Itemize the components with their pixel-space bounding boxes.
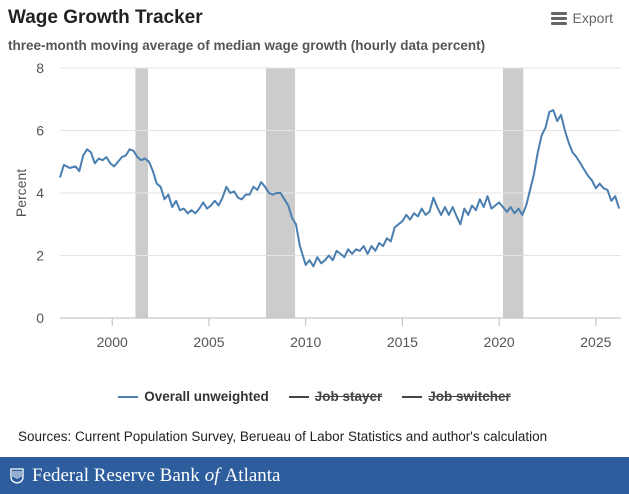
axes: 0 2 4 6 8 2000 2005 2010 2015 2020 2025 Percent [13,60,621,350]
footer-bank-suffix: Atlanta [224,464,281,486]
footer-bank-prefix: Federal Reserve Bank [32,464,200,486]
export-label: Export [572,10,613,26]
legend-label: Overall unweighted [144,389,269,404]
x-tick-label: 2025 [580,334,611,350]
series-lines [59,109,621,268]
x-tick-label: 2020 [484,334,515,350]
y-tick-label: 0 [36,310,44,326]
chart-title: Wage Growth Tracker [8,7,203,28]
eagle-logo-icon [10,467,24,484]
footer-of: of [204,464,220,486]
y-tick-label: 2 [36,248,44,264]
legend-item-job-switcher[interactable]: Job switcher [402,389,511,404]
y-tick-label: 4 [36,185,44,201]
x-tick-label: 2005 [193,334,224,350]
x-tick-label: 2015 [387,334,418,350]
legend-item-overall-unweighted[interactable]: Overall unweighted [118,389,269,404]
y-tick-label: 8 [36,60,44,76]
legend-swatch [118,395,139,398]
legend-label: Job switcher [428,389,511,404]
chart-svg: 0 2 4 6 8 2000 2005 2010 2015 2020 2025 Percent [13,60,621,350]
chart-subtitle: three-month moving average of median wag… [8,38,486,53]
x-tick-label: 2000 [97,334,128,350]
y-axis-label: Percent [13,169,29,217]
x-tick-label: 2010 [290,334,321,350]
menu-icon [550,11,567,25]
legend-item-job-stayer[interactable]: Job stayer [288,389,383,404]
footer-banner: Federal Reserve Bank of Atlanta [0,457,629,494]
legend-swatch [288,395,309,398]
y-tick-label: 6 [36,123,44,139]
series-line [59,109,621,268]
legend: Overall unweighted Job stayer Job switch… [0,389,629,404]
legend-label: Job stayer [314,389,383,404]
source-note: Sources: Current Population Survey, Beru… [18,429,548,444]
legend-swatch [402,395,423,398]
export-button[interactable]: Export [550,10,613,26]
